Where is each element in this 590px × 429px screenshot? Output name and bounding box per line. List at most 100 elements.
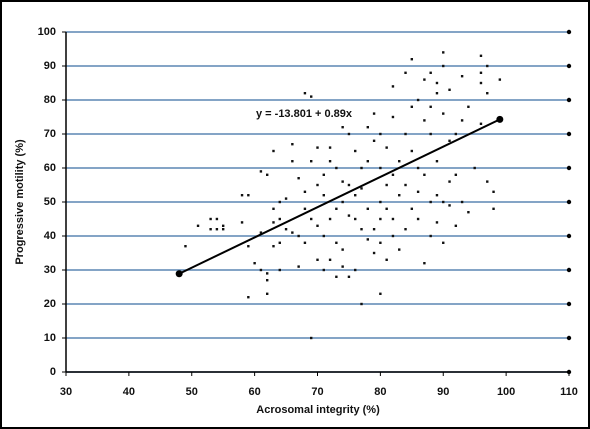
point [253, 262, 256, 265]
point [410, 105, 414, 108]
point [366, 207, 369, 210]
point [316, 146, 319, 149]
point [429, 132, 432, 136]
point [479, 71, 483, 74]
equation: y = -13.801 + 0.89x [256, 108, 353, 120]
point [341, 248, 344, 251]
point [341, 265, 344, 268]
point [448, 88, 451, 91]
grid-end-dot [566, 301, 572, 307]
trend-end [175, 270, 183, 278]
point [454, 132, 458, 136]
point [360, 187, 363, 190]
point [391, 173, 395, 176]
point [404, 132, 407, 136]
point [379, 166, 382, 170]
point [410, 207, 414, 210]
point [454, 173, 458, 176]
point [310, 160, 313, 163]
y-tick-label: 20 [44, 298, 56, 310]
point [372, 112, 376, 115]
point [442, 200, 445, 204]
point [209, 217, 212, 221]
point [435, 194, 439, 197]
point [379, 241, 382, 244]
y-tick-label: 0 [50, 366, 56, 378]
point [360, 166, 363, 170]
y-tick-label: 50 [44, 196, 56, 208]
x-axis-title: Acrosomal integrity (%) [256, 404, 380, 416]
x-tick-label: 60 [249, 386, 261, 398]
point [215, 228, 219, 231]
point [272, 149, 275, 153]
point [429, 234, 432, 238]
grid-end-dot [566, 29, 572, 35]
point [372, 139, 376, 142]
point [347, 183, 351, 187]
point [341, 126, 344, 129]
point [297, 177, 300, 180]
point [366, 238, 369, 241]
point [460, 200, 464, 204]
grid-end-dot [566, 63, 572, 69]
point [221, 228, 225, 231]
grid-end-dot [566, 97, 572, 103]
point [360, 228, 363, 231]
point [404, 71, 407, 74]
point [272, 221, 275, 224]
point [385, 146, 388, 149]
point [335, 241, 338, 244]
point [454, 224, 458, 227]
point [303, 241, 307, 244]
point [391, 115, 395, 119]
point [247, 194, 250, 197]
point [435, 221, 439, 224]
point [316, 183, 319, 187]
point [310, 336, 313, 340]
point [448, 204, 451, 207]
point [423, 78, 426, 81]
point [272, 207, 275, 210]
point [442, 112, 445, 115]
point [435, 160, 439, 163]
point [398, 248, 401, 251]
x-tick-label: 100 [497, 386, 515, 398]
point [429, 200, 432, 204]
point [435, 92, 439, 95]
point [498, 78, 502, 81]
y-tick-label: 40 [44, 230, 56, 242]
point [240, 221, 244, 224]
point [272, 245, 275, 248]
point [467, 211, 470, 214]
point [328, 160, 332, 163]
grid-end-dot [566, 267, 572, 273]
point [479, 54, 483, 57]
point [379, 217, 382, 221]
point [423, 119, 426, 122]
point [291, 231, 294, 234]
point [366, 160, 369, 163]
point [341, 180, 344, 183]
point [410, 149, 414, 153]
point [303, 92, 307, 95]
grid-end-dot [566, 233, 572, 239]
point [259, 268, 263, 272]
point [303, 207, 307, 210]
point [360, 302, 363, 306]
point [410, 58, 414, 61]
point [347, 214, 351, 217]
y-tick-label: 80 [44, 94, 56, 106]
point [259, 170, 263, 173]
point [486, 64, 489, 68]
point [335, 275, 338, 278]
point [347, 132, 351, 136]
point [486, 180, 489, 183]
point [335, 207, 338, 210]
point [215, 217, 219, 221]
point [240, 194, 244, 197]
point [278, 241, 281, 244]
point [266, 279, 269, 282]
point [467, 105, 470, 108]
point [460, 119, 464, 122]
y-tick-label: 70 [44, 128, 56, 140]
